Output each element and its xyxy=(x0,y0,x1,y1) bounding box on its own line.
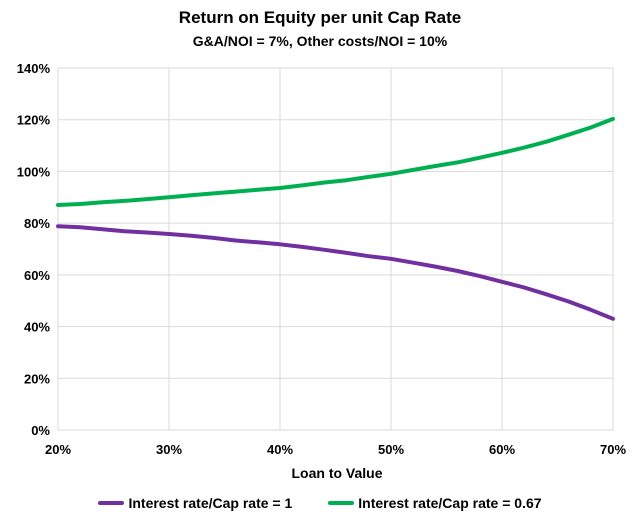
x-axis-title: Loan to Value xyxy=(291,465,382,481)
legend: Interest rate/Cap rate = 1 Interest rate… xyxy=(0,495,640,511)
x-tick-label: 50% xyxy=(378,442,404,457)
y-tick-label: 0% xyxy=(31,423,50,438)
legend-swatch xyxy=(328,501,355,505)
legend-item-series-1: Interest rate/Cap rate = 1 xyxy=(98,495,292,511)
y-tick-label: 80% xyxy=(24,216,50,231)
x-tick-label: 70% xyxy=(600,442,626,457)
y-tick-label: 120% xyxy=(17,113,51,128)
x-tick-label: 40% xyxy=(267,442,293,457)
y-tick-label: 140% xyxy=(17,61,51,76)
gridlines xyxy=(57,67,614,431)
chart-subtitle: G&A/NOI = 7%, Other costs/NOI = 10% xyxy=(192,33,448,49)
x-tick-label: 30% xyxy=(156,442,182,457)
legend-label: Interest rate/Cap rate = 0.67 xyxy=(358,495,542,511)
series-lines xyxy=(56,116,615,321)
legend-label: Interest rate/Cap rate = 1 xyxy=(128,495,293,511)
y-tick-label: 100% xyxy=(17,164,51,179)
y-tick-label: 20% xyxy=(24,371,50,386)
x-axis-ticks: 20% 30% 40% 50% 60% 70% xyxy=(45,442,626,457)
series-line-1 xyxy=(56,224,615,321)
x-tick-label: 20% xyxy=(45,442,71,457)
plot-area xyxy=(57,67,614,431)
series-line-2 xyxy=(56,116,615,207)
legend-swatch xyxy=(98,501,125,505)
chart-title: Return on Equity per unit Cap Rate xyxy=(178,8,462,27)
y-tick-label: 40% xyxy=(24,320,50,335)
x-tick-label: 60% xyxy=(489,442,515,457)
legend-item-series-2: Interest rate/Cap rate = 0.67 xyxy=(328,495,542,511)
y-axis-ticks: 0% 20% 40% 60% 80% 100% 120% 140% xyxy=(17,61,51,438)
y-tick-label: 60% xyxy=(24,268,50,283)
